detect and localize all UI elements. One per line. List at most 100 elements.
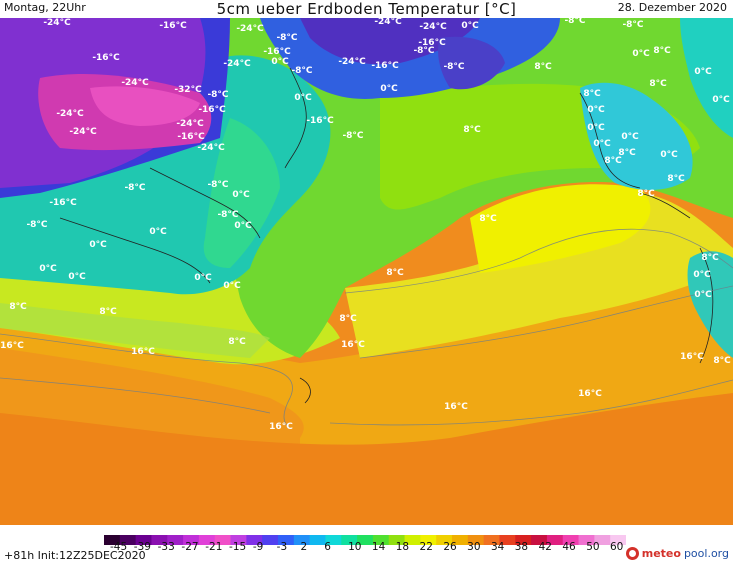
temperature-label: 0°C — [234, 221, 252, 231]
temperature-map[interactable]: -24°C -16°C -24°C-8°C-24°C -24°C 0°C -8°C -8°C… — [0, 18, 733, 525]
color-scale-swatch — [151, 535, 168, 545]
color-scale-swatch — [325, 535, 342, 545]
color-scale-swatch — [610, 535, 627, 545]
temperature-label: 8°C — [463, 125, 481, 135]
brand-text-part1: meteo — [641, 547, 681, 560]
color-scale-swatch — [546, 535, 564, 545]
color-scale-swatch — [357, 535, 374, 545]
temperature-label: 16°C — [341, 340, 365, 350]
color-scale-swatch — [404, 535, 421, 545]
temperature-label: 8°C — [583, 89, 601, 99]
temperature-label: -8°C — [413, 46, 434, 56]
color-scale-swatch — [309, 535, 326, 545]
temperature-label: -8°C — [342, 131, 363, 141]
temperature-label: -24°C — [121, 78, 149, 88]
temperature-label: -24°C — [43, 18, 71, 28]
color-scale-swatch — [372, 535, 390, 545]
temperature-label: 0°C — [68, 272, 86, 282]
color-scale-swatch — [499, 535, 516, 545]
temperature-label: 8°C — [713, 356, 731, 366]
meteopool-logo-icon — [625, 547, 639, 560]
temperature-label: 0°C — [621, 132, 639, 142]
temperature-label: -16°C — [92, 53, 120, 63]
temperature-label: -16°C — [371, 61, 399, 71]
temperature-label: 8°C — [667, 174, 685, 184]
temperature-label: 8°C — [99, 307, 117, 317]
color-scale-tick-label: 22 — [419, 541, 433, 553]
temperature-label: -16°C — [263, 47, 291, 57]
color-scale-swatch — [135, 535, 152, 545]
color-scale-swatch — [246, 535, 263, 545]
temperature-label: 0°C — [194, 273, 212, 283]
color-scale-tick-label: 46 — [562, 541, 576, 553]
temperature-label: 8°C — [479, 214, 497, 224]
color-scale-tick-label: -15 — [229, 541, 247, 553]
temperature-label: -24°C — [223, 59, 251, 69]
temperature-labels: -24°C -16°C -24°C-8°C-24°C -24°C 0°C -8°C -8°C… — [0, 18, 731, 432]
color-scale-swatch — [594, 535, 611, 545]
temperature-label: -24°C — [236, 24, 264, 34]
color-scale-swatch — [562, 535, 580, 545]
temperature-label: 0°C — [461, 21, 479, 31]
temperature-label: 0°C — [694, 67, 712, 77]
temperature-label: -16°C — [418, 38, 446, 48]
temperature-label: 0°C — [587, 123, 605, 133]
temperature-label: -8°C — [207, 90, 228, 100]
color-scale-tick-label: 50 — [586, 541, 600, 553]
temperature-label: 0°C — [712, 95, 730, 105]
temperature-label: -8°C — [217, 210, 238, 220]
color-scale-tick-label: 6 — [324, 541, 331, 553]
temperature-label: 8°C — [386, 268, 404, 278]
temperature-label: 0°C — [380, 84, 398, 94]
southern-warm-field — [0, 393, 733, 525]
temperature-label: 8°C — [653, 46, 671, 56]
color-scale-tick-label: -3 — [276, 541, 288, 553]
color-scale-tick-label: 18 — [395, 541, 410, 553]
temperature-label: -16°C — [306, 116, 334, 126]
temperature-label: -16°C — [198, 105, 226, 115]
color-scale-swatch — [278, 535, 295, 545]
temperature-label: -32°C — [174, 85, 202, 95]
temperature-label: -8°C — [26, 220, 47, 230]
color-scale-tick-label: -45 — [110, 541, 128, 553]
brand-text-part2: pool.org — [683, 547, 729, 560]
color-scale-tick-label: 30 — [467, 541, 481, 553]
temperature-label: 8°C — [604, 156, 622, 166]
temperature-label: 16°C — [578, 389, 602, 399]
temperature-label: 0°C — [587, 105, 605, 115]
temperature-label: -8°C — [291, 66, 312, 76]
temperature-label: 8°C — [637, 189, 655, 199]
scandinavia-cold-zone — [580, 82, 693, 190]
color-scale-swatch — [436, 535, 453, 545]
color-scale-swatch — [515, 535, 532, 545]
color-scale-swatch — [119, 535, 137, 545]
temperature-label: -24°C — [197, 143, 225, 153]
temperature-label: -16°C — [177, 132, 205, 142]
color-scale-tick-label: 10 — [348, 541, 362, 553]
color-scale-tick-label: -33 — [157, 541, 175, 553]
temperature-label: 16°C — [680, 352, 704, 362]
color-scale-tick-label: -21 — [205, 541, 223, 553]
temperature-label: -24°C — [69, 127, 97, 137]
temperature-label: 16°C — [131, 347, 155, 357]
color-scale-tick-label: 14 — [371, 541, 386, 553]
color-scale-swatch — [388, 535, 406, 545]
isotherms — [0, 228, 733, 429]
temperature-label: 0°C — [694, 290, 712, 300]
color-scale-bar — [104, 530, 627, 545]
color-scale-tick-label: -27 — [181, 541, 199, 553]
yellow-zone — [345, 193, 733, 358]
temperature-label: -24°C — [176, 119, 204, 129]
color-scale-swatch — [467, 535, 485, 545]
temperature-label: -8°C — [276, 33, 297, 43]
temperature-label: 16°C — [444, 402, 468, 412]
temperature-label: 8°C — [9, 302, 27, 312]
color-scale-swatch — [531, 535, 548, 545]
temperature-label: -24°C — [419, 22, 447, 32]
color-scale-swatch — [230, 535, 247, 545]
brand-logo[interactable]: meteo pool.org — [625, 547, 729, 560]
valid-day-time: Montag, 22Uhr — [4, 1, 86, 14]
color-scale-swatch — [167, 535, 184, 545]
color-scale-swatch — [262, 535, 279, 545]
color-scale-swatch — [183, 535, 200, 545]
